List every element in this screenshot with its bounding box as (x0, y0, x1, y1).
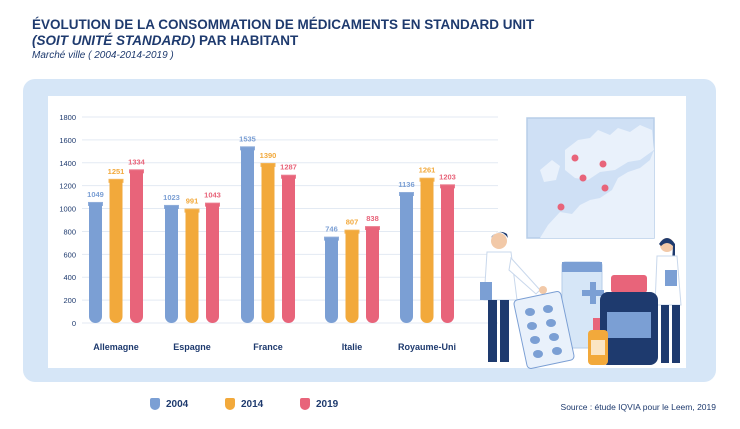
y-tick-label: 1400 (59, 159, 76, 168)
legend-swatch-2019 (300, 398, 310, 410)
bar (165, 205, 178, 324)
bars-layer (88, 146, 455, 324)
bar-italie-2019 (365, 226, 380, 324)
bar-value-label: 1390 (260, 151, 277, 160)
bar (366, 227, 379, 324)
bar-royaume-uni-2014 (419, 177, 435, 324)
title-rest-part: PAR HABITANT (195, 33, 299, 48)
y-tick-label: 400 (63, 273, 76, 282)
bar-value-label: 1287 (280, 163, 297, 172)
legend-swatch-2004 (150, 398, 160, 410)
title-italic-part: (SOIT UNITÉ STANDARD) (32, 33, 196, 48)
bar-italie-2014 (344, 229, 360, 324)
bar-france-2019 (281, 174, 296, 324)
y-tick-label: 1000 (59, 205, 76, 214)
chart-title: ÉVOLUTION DE LA CONSOMMATION DE MÉDICAME… (32, 17, 534, 49)
y-tick-label: 1600 (59, 136, 76, 145)
bar-royaume-uni-2004 (399, 191, 414, 324)
bar-value-label: 1136 (398, 180, 414, 189)
legend-label-2014: 2014 (241, 399, 264, 410)
bar-value-label: 1049 (87, 190, 104, 199)
y-tick-label: 1200 (59, 182, 76, 191)
bar-value-label: 1535 (239, 134, 256, 143)
bar-value-label: 838 (366, 214, 379, 223)
bar (441, 185, 454, 324)
labels-layer: 0 200 400 600 800 1000 1200 1400 1600 1800 1049 125… (59, 113, 456, 352)
legend-swatch-2014 (225, 398, 235, 410)
y-tick-label: 200 (63, 296, 76, 305)
bar-value-label: 1261 (419, 166, 436, 175)
y-tick-label: 1800 (59, 113, 76, 122)
bar-value-label: 1203 (439, 172, 456, 181)
chart-subtitle: Marché ville ( 2004-2014-2019 ) (32, 50, 174, 61)
bar (109, 179, 123, 324)
bar-france-2004 (240, 146, 255, 324)
x-category-label: France (253, 342, 283, 352)
bar-allemagne-2019 (129, 169, 144, 324)
bar-france-2014 (260, 162, 276, 324)
bar-value-label: 746 (325, 225, 338, 234)
bar-allemagne-2004 (88, 201, 103, 324)
bar (400, 192, 413, 324)
bar (206, 203, 219, 324)
bar-espagne-2019 (205, 202, 220, 324)
title-line-2: (SOIT UNITÉ STANDARD) PAR HABITANT (32, 33, 534, 49)
bar-value-label: 1334 (128, 157, 146, 166)
x-category-label: Espagne (173, 342, 211, 352)
x-category-label: Allemagne (93, 342, 139, 352)
title-line-1: ÉVOLUTION DE LA CONSOMMATION DE MÉDICAME… (32, 17, 535, 32)
bar (89, 202, 102, 324)
bar-value-label: 1043 (204, 191, 221, 200)
bar (282, 175, 295, 324)
bar (420, 178, 434, 324)
y-tick-label: 0 (72, 319, 76, 328)
bar-royaume-uni-2019 (440, 184, 455, 324)
y-tick-label: 800 (63, 227, 76, 236)
bar (185, 209, 199, 324)
bar (345, 230, 359, 324)
bar-value-label: 807 (346, 218, 359, 227)
x-category-label: Italie (342, 342, 363, 352)
bar-espagne-2004 (164, 204, 179, 324)
bar-value-label: 1023 (163, 193, 180, 202)
bar-allemagne-2014 (108, 178, 124, 324)
bar (325, 237, 338, 324)
y-tick-label: 600 (63, 250, 76, 259)
bar-value-label: 1251 (108, 167, 125, 176)
bar-value-label: 991 (186, 197, 199, 206)
bar-italie-2004 (324, 236, 339, 324)
bar (261, 163, 275, 324)
bar (130, 170, 143, 324)
bar (241, 147, 254, 324)
bar-espagne-2014 (184, 208, 200, 324)
legend-label-2004: 2004 (166, 399, 189, 410)
source-note: Source : étude IQVIA pour le Leem, 2019 (560, 402, 716, 412)
legend-label-2019: 2019 (316, 399, 339, 410)
x-category-label: Royaume-Uni (398, 342, 456, 352)
